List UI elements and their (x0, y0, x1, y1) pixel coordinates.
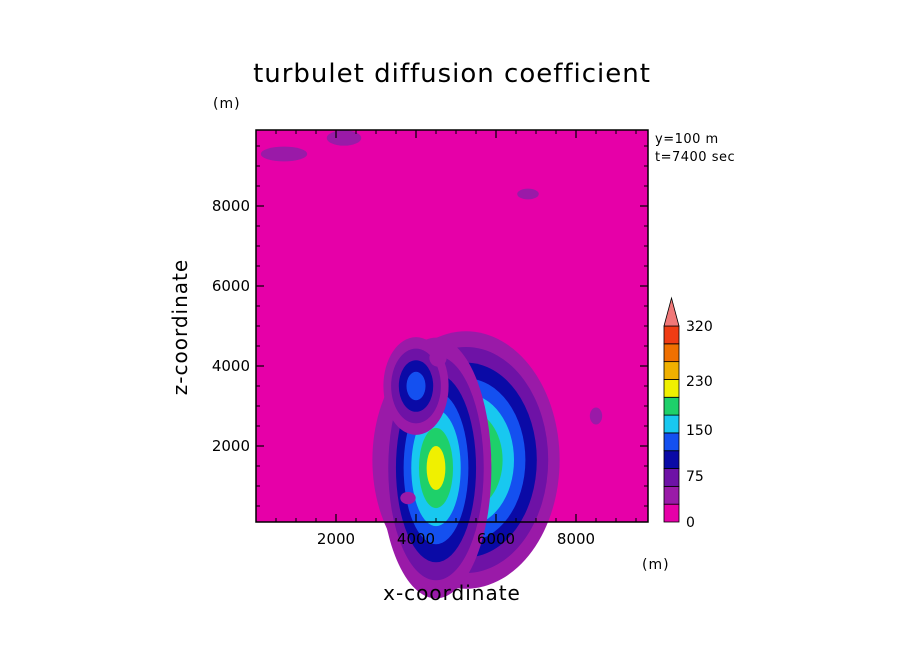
colorbar-box (663, 432, 680, 452)
y-tick-label: 6000 (212, 277, 250, 295)
contour-layer (260, 130, 603, 599)
annotation-y-position: y=100 m (655, 132, 719, 147)
contour-level-1 (517, 188, 539, 200)
colorbar-label: 320 (686, 319, 713, 335)
contour-level-1 (260, 146, 308, 162)
y-axis-unit: (m) (213, 96, 241, 112)
colorbar-label: 75 (686, 469, 704, 485)
colorbar-label: 150 (686, 423, 713, 439)
colorbar-box (663, 503, 680, 523)
colorbar-box (663, 450, 680, 469)
contour-level-1 (326, 130, 362, 146)
y-tick-label: 8000 (212, 197, 250, 215)
contour-level-1 (589, 407, 603, 425)
colorbar-box (663, 396, 680, 416)
contour-level-7 (426, 445, 446, 491)
x-tick-label: 6000 (477, 530, 515, 548)
contour-level-1 (429, 349, 447, 367)
colorbar-box (663, 379, 680, 398)
annotation-time: t=7400 sec (655, 150, 735, 165)
chart-title: turbulet diffusion coefficient (253, 59, 651, 89)
colorbar: 0 75 150 230 320 (663, 296, 713, 531)
x-tick-label: 8000 (557, 530, 595, 548)
colorbar-label: 0 (686, 515, 695, 531)
x-tick-label: 2000 (317, 530, 355, 548)
colorbar-box (663, 468, 680, 487)
contour-level-1 (400, 491, 416, 505)
y-axis-label: z-coordinate (168, 259, 192, 395)
colorbar-box (663, 361, 680, 380)
x-axis-unit: (m) (642, 557, 670, 573)
contour-level-4 (406, 371, 426, 401)
colorbar-extend-arrow (663, 296, 680, 327)
colorbar-box (663, 325, 680, 345)
x-axis-ticks: 2000 4000 6000 8000 (275, 130, 637, 548)
y-tick-label: 2000 (212, 437, 250, 455)
colorbar-box (663, 343, 680, 363)
y-axis-ticks: 2000 4000 6000 8000 (212, 145, 648, 507)
colorbar-box (663, 485, 680, 505)
colorbar-label: 230 (686, 374, 713, 390)
x-tick-label: 4000 (397, 530, 435, 548)
y-tick-label: 4000 (212, 357, 250, 375)
colorbar-box (663, 414, 680, 434)
x-axis-label: x-coordinate (383, 581, 521, 605)
